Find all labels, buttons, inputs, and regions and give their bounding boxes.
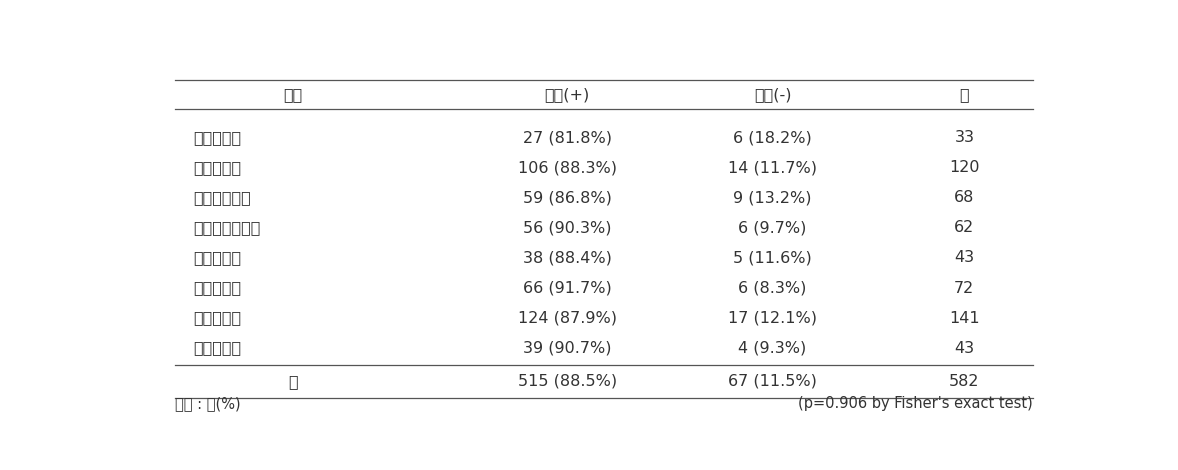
Text: 39 (90.7%): 39 (90.7%)	[523, 341, 611, 356]
Text: (p=0.906 by Fisher's exact test): (p=0.906 by Fisher's exact test)	[798, 396, 1033, 411]
Text: 62: 62	[954, 220, 974, 235]
Text: 67 (11.5%): 67 (11.5%)	[728, 374, 818, 389]
Text: 124 (87.9%): 124 (87.9%)	[517, 311, 617, 326]
Text: 4 (9.3%): 4 (9.3%)	[739, 341, 807, 356]
Text: 43: 43	[954, 341, 974, 356]
Text: 43: 43	[954, 251, 974, 266]
Text: 인제대의대: 인제대의대	[193, 311, 241, 326]
Text: 14 (11.7%): 14 (11.7%)	[728, 160, 818, 175]
Text: 항체(+): 항체(+)	[544, 87, 590, 102]
Text: 141: 141	[949, 311, 980, 326]
Text: 관동대의대: 관동대의대	[193, 341, 241, 356]
Text: 건양대의대: 건양대의대	[193, 130, 241, 145]
Text: 항체(-): 항체(-)	[754, 87, 792, 102]
Text: 72: 72	[954, 281, 974, 296]
Text: 계: 계	[289, 374, 298, 389]
Text: 68: 68	[954, 190, 974, 205]
Text: 59 (86.8%): 59 (86.8%)	[523, 190, 611, 205]
Text: 9 (13.2%): 9 (13.2%)	[734, 190, 812, 205]
Text: 원주연세대의대: 원주연세대의대	[193, 220, 260, 235]
Text: 120: 120	[949, 160, 980, 175]
Text: 66 (91.7%): 66 (91.7%)	[523, 281, 611, 296]
Text: 6 (8.3%): 6 (8.3%)	[739, 281, 807, 296]
Text: 106 (88.3%): 106 (88.3%)	[517, 160, 617, 175]
Text: 계: 계	[960, 87, 969, 102]
Text: 515 (88.5%): 515 (88.5%)	[517, 374, 617, 389]
Text: 5 (11.6%): 5 (11.6%)	[733, 251, 812, 266]
Text: 을지대의대: 을지대의대	[193, 281, 241, 296]
Text: 33: 33	[954, 130, 974, 145]
Text: 27 (81.8%): 27 (81.8%)	[523, 130, 611, 145]
Text: 56 (90.3%): 56 (90.3%)	[523, 220, 611, 235]
Text: 17 (12.1%): 17 (12.1%)	[728, 311, 818, 326]
Text: 6 (18.2%): 6 (18.2%)	[733, 130, 812, 145]
Text: 계명대의대: 계명대의대	[193, 160, 241, 175]
Text: 582: 582	[949, 374, 980, 389]
Text: 6 (9.7%): 6 (9.7%)	[739, 220, 807, 235]
Text: 단위 : 명(%): 단위 : 명(%)	[174, 396, 240, 411]
Text: 원광대의대: 원광대의대	[193, 251, 241, 266]
Text: 순천향대의대: 순천향대의대	[193, 190, 251, 205]
Text: 학교: 학교	[284, 87, 303, 102]
Text: 38 (88.4%): 38 (88.4%)	[523, 251, 611, 266]
